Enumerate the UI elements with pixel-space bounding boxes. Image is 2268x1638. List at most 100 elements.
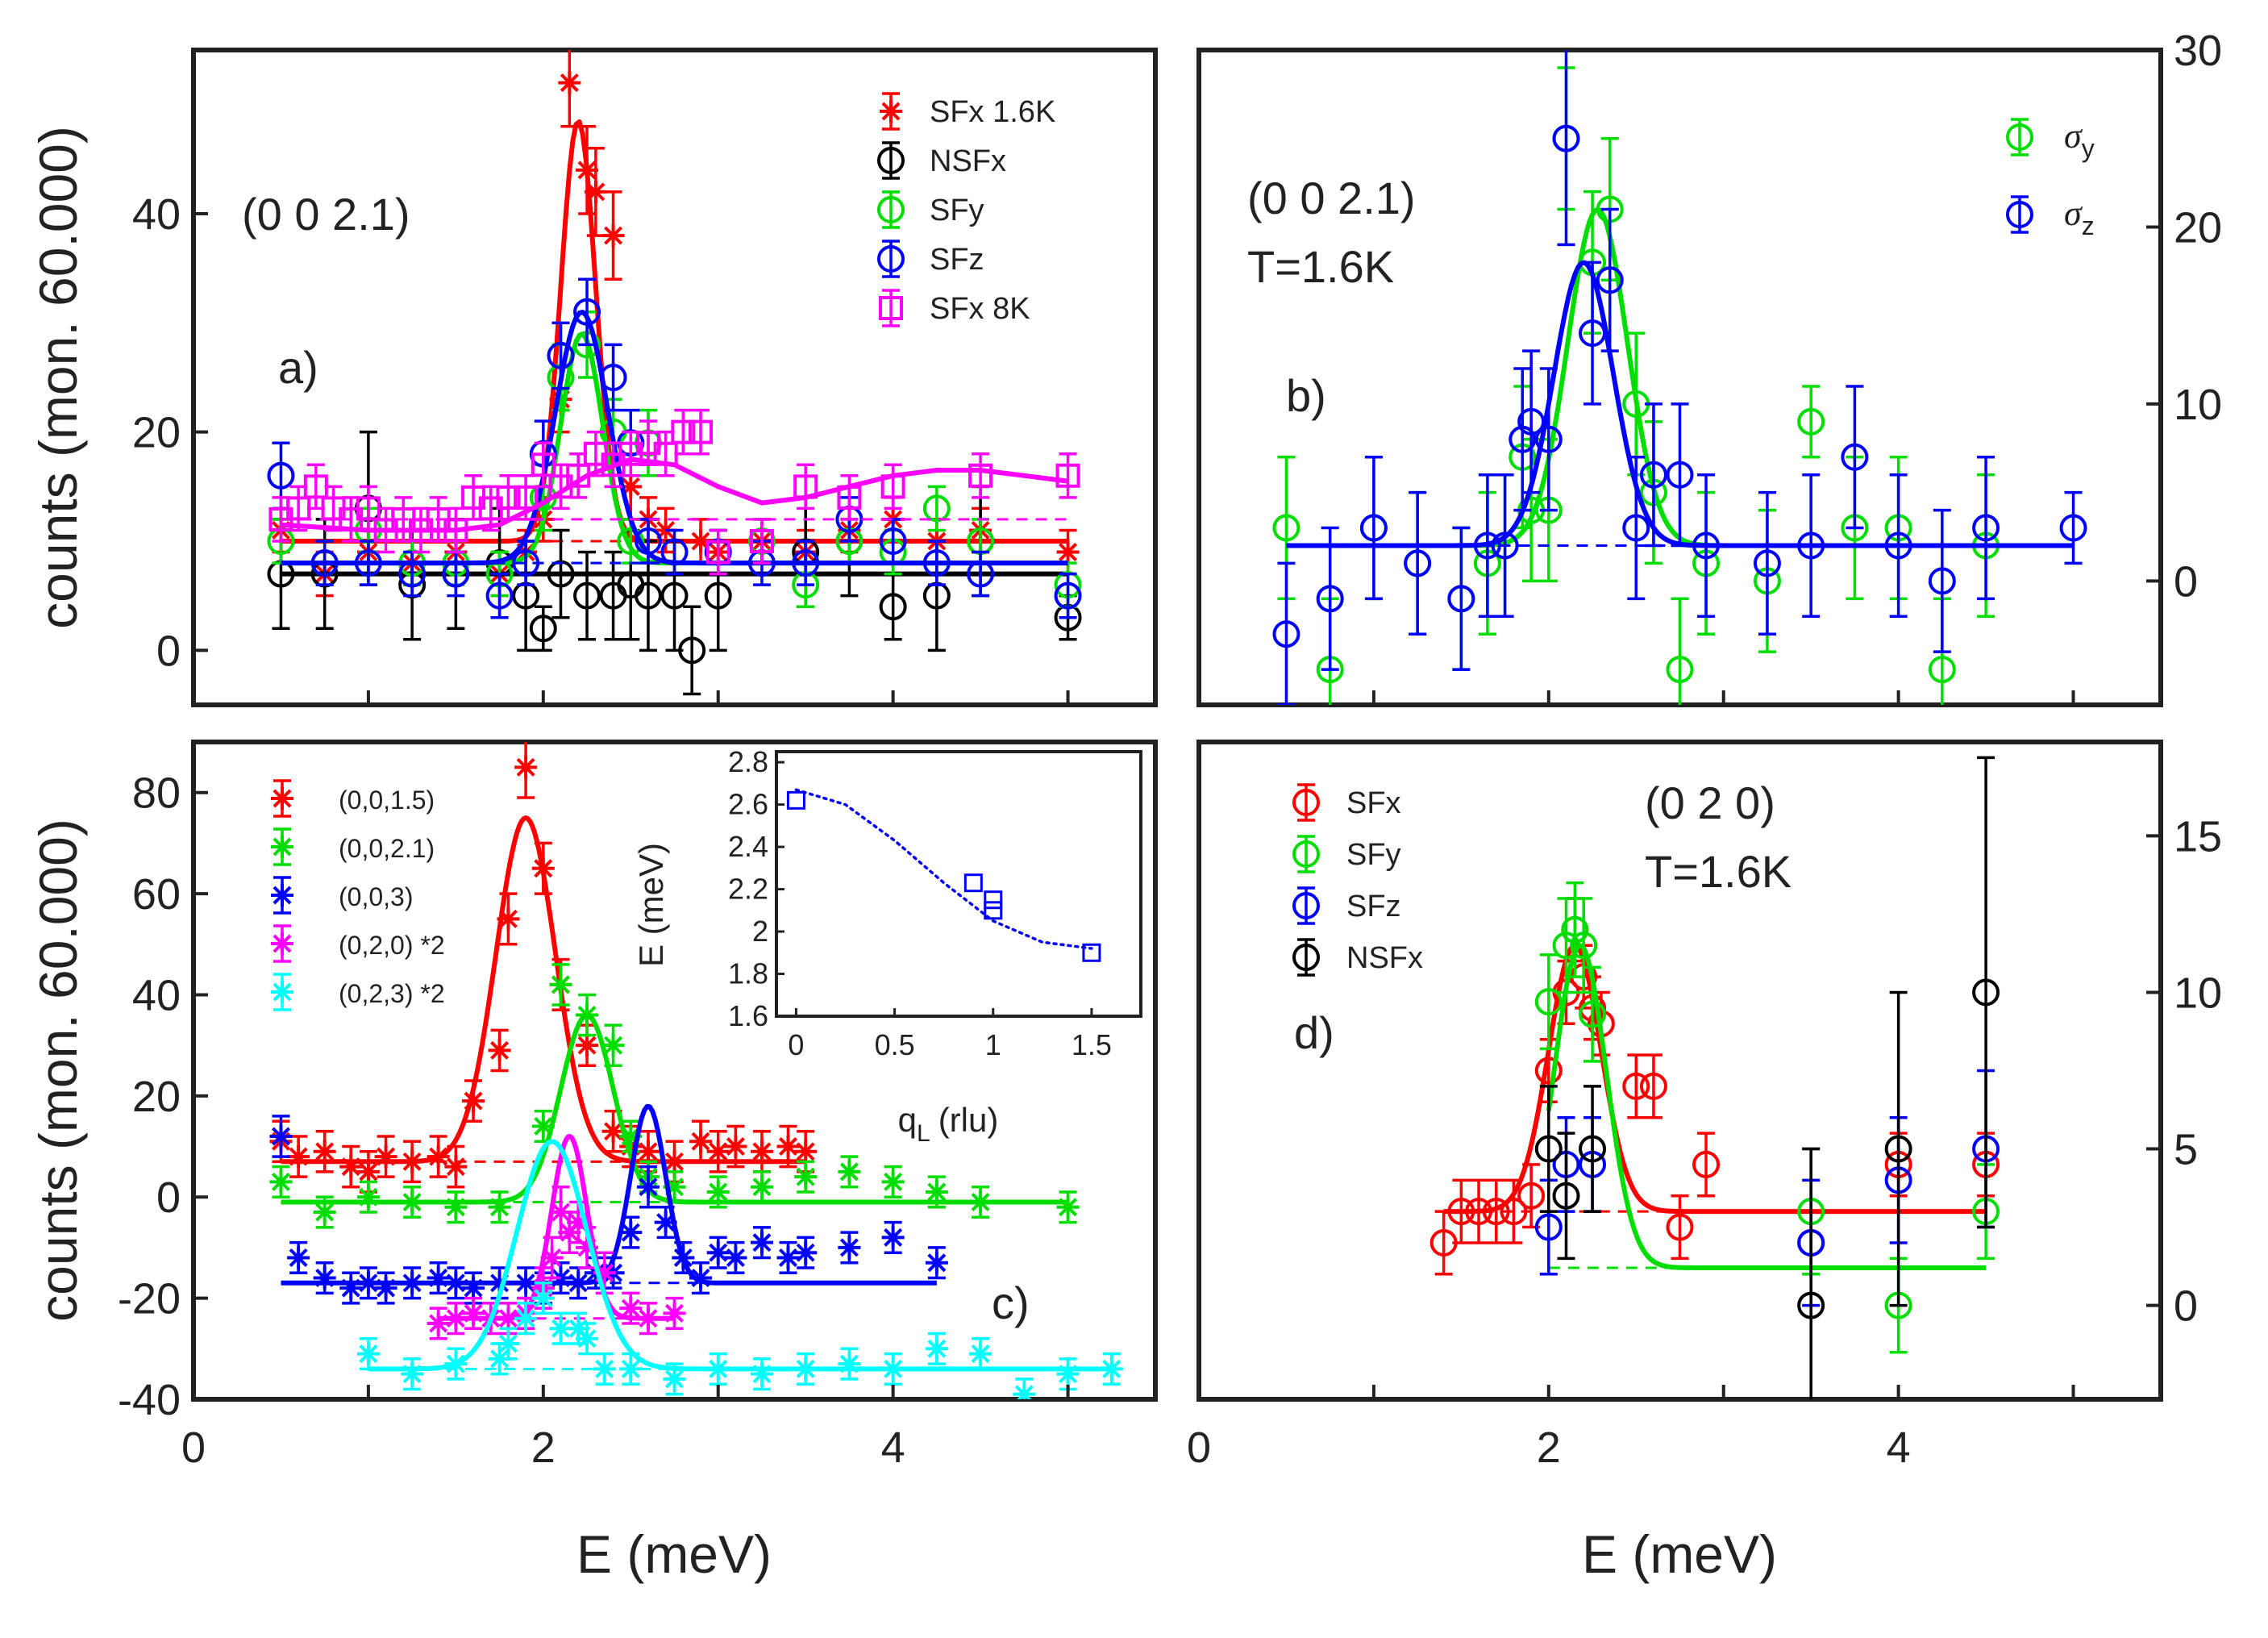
data-point (1639, 461, 1667, 489)
error-bar (517, 540, 535, 586)
data-point (837, 485, 862, 510)
y-tick-label: -40 (118, 1376, 181, 1424)
panel-b-annotation-2: T=1.6K (1247, 241, 1394, 292)
series-nsfx (1534, 756, 2000, 1399)
error-bar (1600, 207, 1619, 352)
data-point (671, 419, 696, 444)
data-point (1055, 463, 1080, 488)
series-sfx-8k (268, 408, 1080, 576)
inset-data-point (984, 890, 1003, 910)
inset-y-tick-label: 2.6 (728, 788, 768, 821)
data-point (925, 1180, 948, 1203)
data-point (879, 527, 907, 555)
x-tick-label: 0 (181, 1423, 206, 1472)
data-point (1928, 656, 1956, 684)
data-point (512, 549, 540, 577)
data-point (601, 1034, 625, 1057)
data-point (881, 1357, 905, 1381)
legend-marker (880, 100, 902, 123)
series-0-0-2-1 (269, 963, 1080, 1229)
data-point (401, 1190, 424, 1214)
data-point (1972, 514, 2000, 542)
data-point (1552, 1182, 1580, 1210)
y-tick-label: 80 (132, 769, 181, 818)
data-point (619, 1297, 643, 1320)
error-bar (551, 321, 570, 390)
inset-data-point (963, 873, 983, 893)
data-point (1552, 932, 1580, 960)
error-bar (1487, 1178, 1505, 1244)
fit-curve (281, 456, 1068, 533)
series-0-2-3-2 (356, 1139, 1123, 1399)
data-point (1100, 1357, 1123, 1381)
panel-a-data (267, 50, 1082, 696)
data-point (1054, 581, 1082, 610)
data-point (1570, 932, 1598, 960)
data-point (462, 1277, 485, 1300)
data-point (1884, 1135, 1912, 1163)
error-bar (1409, 490, 1427, 636)
legend-label: SFy (1346, 838, 1401, 872)
legend-item-0-2-3-2: (0,2,3) *2 (271, 973, 445, 1011)
data-point (462, 1090, 485, 1113)
x-tick-label: 4 (1887, 1423, 1911, 1472)
data-point (750, 1140, 773, 1163)
data-point (776, 1135, 800, 1158)
legend-label: SFz (1346, 890, 1401, 923)
inset-data (786, 788, 1101, 962)
y-tick-label: 0 (156, 627, 181, 675)
error-bar (665, 528, 684, 576)
error-bar (927, 485, 946, 532)
inset-y-axis-label: E (meV) (632, 843, 670, 967)
legend-item-0-0-1-5: (0,0,1.5) (271, 779, 435, 818)
error-bar (1583, 1085, 1602, 1213)
error-bar (1977, 456, 1995, 601)
panel-c-frame (191, 740, 1158, 1402)
data-point (1884, 531, 1912, 560)
inset-dispersion-curve (794, 788, 1093, 950)
data-point (704, 581, 732, 610)
inset-x-tick-label: 0 (788, 1028, 804, 1061)
error-bar (1539, 953, 1558, 1051)
legend-label: (0,0,1.5) (339, 786, 435, 815)
error-bar (1583, 965, 1602, 1063)
data-point (593, 1261, 616, 1285)
inset-x-tick-label: 1.5 (1072, 1028, 1112, 1061)
error-bar (499, 474, 518, 521)
error-bar (1583, 260, 1602, 406)
error-bar (972, 452, 990, 499)
data-point (356, 1271, 380, 1294)
inset-data-point (984, 901, 1003, 920)
panel-c-data (269, 742, 1123, 1399)
panel-c-legend: (0,0,1.5) (0,0,2.1) (0,0,3) (0,2,0) *2 (0,2,… (271, 779, 445, 1011)
error-bar (972, 550, 990, 598)
y-tick-label: 0 (2174, 557, 2198, 606)
data-point (922, 549, 951, 577)
data-point (1534, 1057, 1563, 1085)
data-point (567, 1271, 590, 1294)
data-point (706, 1180, 730, 1203)
panel-b-label: b) (1286, 370, 1326, 421)
series-z (1272, 50, 2087, 705)
inset-x-label-unit: (rlu) (938, 1101, 999, 1139)
data-point (689, 1130, 713, 1153)
panel-d-x-axis-label: E (meV) (1582, 1524, 1777, 1584)
data-point (1534, 425, 1563, 453)
data-point (1517, 407, 1546, 436)
y-tick-label: 20 (132, 1073, 181, 1121)
legend-label: σz (2064, 194, 2095, 240)
data-point (634, 527, 662, 555)
y-tick-label: 0 (2174, 1282, 2198, 1331)
data-point (529, 615, 557, 643)
legend-label: (0,2,0) *2 (339, 931, 445, 960)
error-bar (1697, 1132, 1716, 1198)
data-point (1928, 567, 1956, 595)
data-point (497, 1332, 520, 1356)
panel-b-annotation-1: (0 0 2.1) (1247, 173, 1416, 223)
legend-marker (1292, 892, 1320, 919)
data-point (313, 1266, 336, 1290)
error-bar (1557, 1132, 1575, 1261)
data-point (558, 71, 581, 94)
